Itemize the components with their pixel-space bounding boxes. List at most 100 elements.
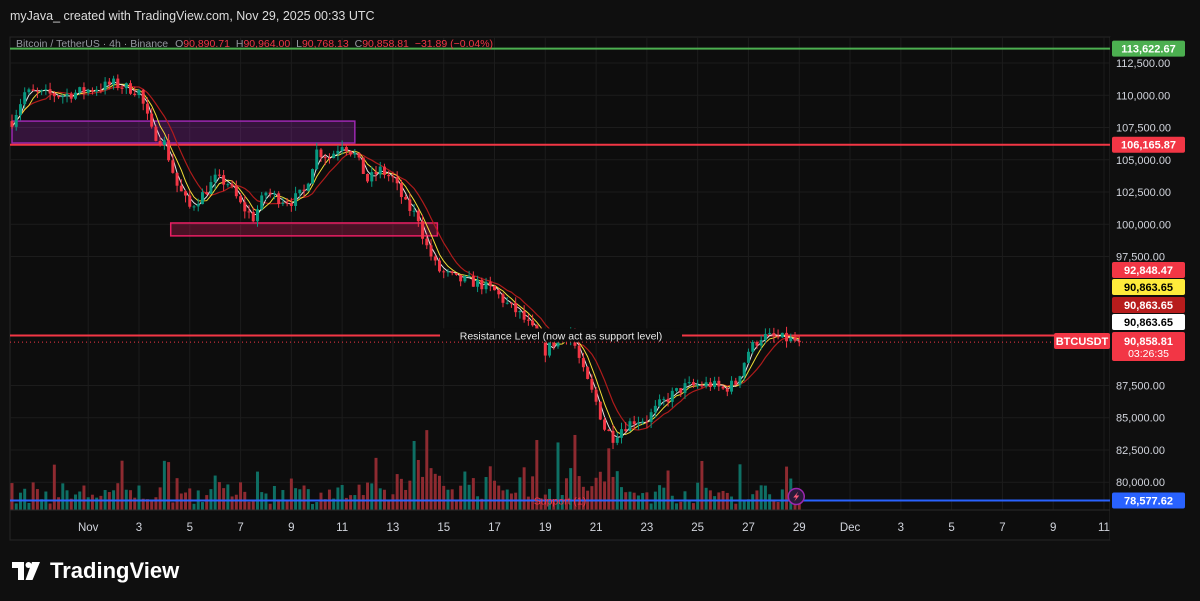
candle[interactable] (129, 80, 132, 95)
candle[interactable] (222, 169, 226, 191)
candle[interactable] (65, 88, 69, 103)
candle[interactable] (175, 172, 179, 193)
candle[interactable] (150, 108, 154, 129)
candle[interactable] (586, 366, 590, 380)
candle[interactable] (319, 148, 323, 162)
candle[interactable] (31, 84, 35, 92)
candle[interactable] (717, 376, 721, 391)
candle[interactable] (514, 297, 518, 317)
candle[interactable] (552, 342, 556, 350)
candle[interactable] (493, 285, 496, 291)
candle[interactable] (522, 305, 526, 323)
candle[interactable] (696, 379, 700, 389)
candle[interactable] (526, 314, 530, 326)
candle[interactable] (450, 270, 454, 276)
candle[interactable] (61, 94, 65, 104)
candle[interactable] (577, 338, 581, 364)
candle[interactable] (662, 396, 666, 406)
candle[interactable] (734, 377, 738, 386)
candle[interactable] (234, 180, 238, 199)
candle[interactable] (141, 88, 145, 111)
candle[interactable] (399, 179, 403, 204)
candle[interactable] (86, 88, 90, 96)
candle[interactable] (116, 74, 120, 91)
candle[interactable] (797, 335, 801, 347)
candle[interactable] (340, 140, 344, 155)
candle[interactable] (184, 189, 188, 203)
candle[interactable] (628, 418, 632, 432)
candle[interactable] (370, 166, 374, 187)
candle[interactable] (395, 171, 399, 191)
candle[interactable] (40, 89, 44, 96)
candle[interactable] (755, 340, 759, 349)
candle[interactable] (298, 189, 302, 199)
candle[interactable] (217, 169, 221, 179)
candle[interactable] (691, 378, 695, 388)
candle[interactable] (188, 190, 192, 209)
candle[interactable] (209, 175, 213, 195)
candle[interactable] (700, 381, 704, 389)
candle[interactable] (793, 331, 797, 343)
candle[interactable] (675, 387, 678, 393)
candle[interactable] (438, 257, 441, 273)
candle[interactable] (137, 88, 141, 99)
candle[interactable] (95, 86, 99, 96)
candle[interactable] (590, 374, 594, 393)
candle[interactable] (531, 314, 535, 327)
candle[interactable] (467, 270, 471, 278)
candle[interactable] (200, 188, 204, 205)
candle[interactable] (598, 401, 602, 421)
candle[interactable] (476, 275, 480, 293)
candle[interactable] (378, 161, 382, 179)
candle[interactable] (154, 124, 158, 142)
candle[interactable] (272, 190, 276, 200)
candle[interactable] (649, 408, 653, 429)
candle[interactable] (230, 180, 234, 189)
candle[interactable] (459, 274, 463, 287)
candle[interactable] (484, 277, 488, 294)
candle[interactable] (497, 288, 501, 299)
candle[interactable] (488, 276, 492, 292)
candle[interactable] (776, 329, 780, 340)
candle[interactable] (10, 114, 14, 129)
symbol-legend[interactable]: Bitcoin / TetherUS · 4h · Binance O90,89… (16, 38, 493, 50)
candle[interactable] (683, 378, 687, 399)
candle[interactable] (446, 269, 450, 277)
candle[interactable] (256, 205, 259, 227)
candle[interactable] (721, 385, 725, 391)
candle[interactable] (666, 392, 670, 407)
candle[interactable] (179, 179, 183, 192)
candle[interactable] (501, 292, 505, 308)
candle[interactable] (226, 182, 230, 188)
candle[interactable] (425, 233, 429, 250)
candle[interactable] (69, 91, 73, 103)
candle[interactable] (687, 376, 691, 385)
candle[interactable] (213, 168, 217, 190)
candle[interactable] (624, 422, 628, 433)
candle[interactable] (323, 153, 327, 166)
candle[interactable] (636, 416, 640, 430)
candle[interactable] (44, 84, 48, 95)
candle[interactable] (243, 195, 247, 219)
candle[interactable] (653, 400, 657, 418)
candle[interactable] (772, 327, 776, 343)
candle[interactable] (746, 348, 750, 364)
candle[interactable] (730, 376, 734, 395)
candle[interactable] (454, 273, 458, 276)
candle[interactable] (82, 82, 86, 100)
candle[interactable] (285, 198, 289, 207)
candle[interactable] (52, 91, 56, 103)
candle[interactable] (336, 145, 340, 161)
candle[interactable] (679, 387, 683, 397)
candle[interactable] (416, 209, 420, 227)
candle[interactable] (763, 328, 767, 344)
candle[interactable] (704, 376, 708, 389)
candle[interactable] (277, 191, 281, 208)
candle[interactable] (594, 386, 598, 406)
candle[interactable] (382, 163, 386, 179)
candle[interactable] (357, 152, 361, 161)
candle[interactable] (145, 97, 149, 120)
candle[interactable] (442, 269, 446, 279)
candle[interactable] (374, 165, 378, 182)
candle[interactable] (302, 184, 306, 198)
